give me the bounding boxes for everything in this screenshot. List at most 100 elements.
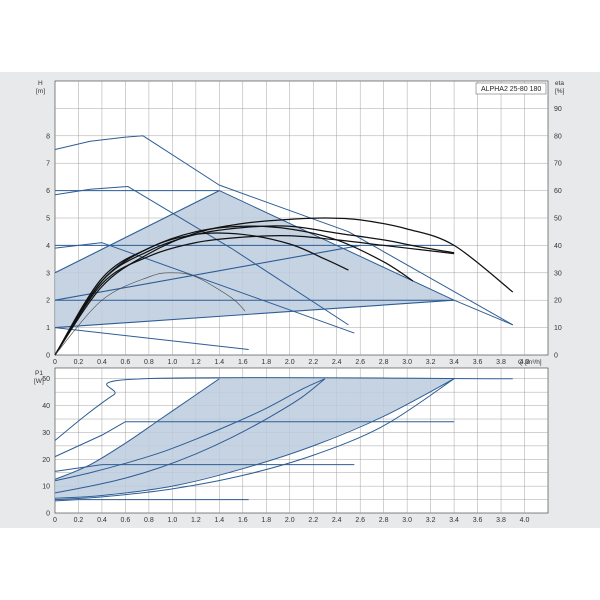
power-curve-power [54,378,455,499]
x-tick-label: 3.8 [496,359,506,366]
head-curve-eta [54,235,455,356]
head-curve-prop [54,244,361,301]
head-y2label: eta [555,80,564,87]
head-operating-region [55,190,455,328]
head-ylabel: H [38,80,43,87]
x-tick-label: 1.0 [168,517,178,524]
x-tick-label: 0.2 [74,517,84,524]
power-operating-region [55,378,455,499]
y2-tick-label: 10 [554,325,562,332]
power-series [54,377,513,502]
x-tick-label: 2.8 [379,517,389,524]
head-curve-prop [54,190,220,274]
y-tick-label: 20 [42,457,50,464]
y2-tick-label: 90 [554,106,562,113]
y2-tick-label: 40 [554,243,562,250]
x-tick-label: 2.8 [379,359,389,366]
y-tick-label: 3 [46,270,50,277]
x-tick-label: 2.6 [355,517,365,524]
x-tick-label: 3.2 [426,517,436,524]
power-curve-power [54,378,326,482]
y-tick-label: 40 [42,403,50,410]
power-yunit: [W] [34,378,44,385]
x-tick-label: 1.4 [214,517,224,524]
head-xlabel: Q [518,359,523,366]
head-curve-head [54,185,349,326]
y-tick-label: 7 [46,161,50,168]
head-curve-head [54,327,249,351]
head-curve-prop [54,299,455,329]
y-tick-label: 4 [46,243,50,250]
x-tick-label: 3.0 [402,359,412,366]
y-tick-label: 1 [46,325,50,332]
head-series [54,135,514,356]
x-tick-label: 0.6 [121,359,131,366]
title-box [475,82,547,95]
y-tick-label: 0 [46,353,50,360]
x-tick-label: 2.4 [332,359,342,366]
x-tick-label: 0.8 [144,359,154,366]
x-tick-label: 0.4 [97,359,107,366]
x-tick-label: 4.0 [520,359,530,366]
y2-tick-label: 20 [554,298,562,305]
x-tick-label: 1.0 [168,359,178,366]
x-tick-label: 0.8 [144,517,154,524]
head-curve-eta [54,225,414,356]
x-tick-label: 1.2 [191,517,201,524]
y2-tick-label: 60 [554,188,562,195]
y2-tick-label: 50 [554,216,562,223]
x-tick-label: 3.0 [402,517,412,524]
x-tick-label: 2.6 [355,359,365,366]
head-y2unit: [%] [555,88,565,95]
y-tick-label: 30 [42,430,50,437]
head-curve-head [54,242,355,334]
x-tick-label: 2.2 [308,517,318,524]
power-curve-power [54,421,455,458]
head-yunit: [m] [36,88,45,95]
x-tick-label: 3.8 [496,517,506,524]
power-curve-power [54,377,513,441]
head-curve-eta [54,232,349,356]
y2-tick-label: 80 [554,133,562,140]
x-tick-label: 3.4 [449,517,459,524]
head-xunit: [m³/h] [525,359,542,366]
y-tick-label: 8 [46,133,50,140]
y2-tick-label: 30 [554,270,562,277]
x-tick-label: 2.2 [308,359,318,366]
power-tick-labels: 0 0.2 0.4 0.6 0.8 1.0 1.2 1.4 1.6 1.8 2.0 2.2 2.4 2.6… [42,376,529,524]
head-curve-eta_thin [54,272,246,356]
power-curve-power [54,378,326,494]
y2-tick-label: 0 [554,353,558,360]
x-tick-label: 4.0 [520,517,530,524]
power-curve-power [54,499,249,502]
x-tick-label: 3.4 [449,359,459,366]
power-curve-power [54,378,455,501]
chart-title: ALPHA2 25-80 180 [481,86,541,93]
power-ylabel: P1 [35,370,43,377]
x-tick-label: 3.6 [473,517,483,524]
x-tick-label: 0 [53,517,57,524]
x-tick-label: 0.4 [97,517,107,524]
x-tick-label: 0.6 [121,517,131,524]
x-tick-label: 2.0 [285,359,295,366]
y2-tick-label: 70 [554,161,562,168]
power-curve-power [54,464,355,472]
y-tick-label: 2 [46,298,50,305]
x-tick-label: 1.8 [261,517,271,524]
power-curve-power [54,378,220,480]
x-tick-label: 2.0 [285,517,295,524]
head-tick-labels: 0 0.2 0.4 0.6 0.8 1.0 1.2 1.4 1.6 1.8 2.0 2.2 2.4 2.6… [46,106,562,366]
operating-region-fill [55,190,455,328]
x-tick-label: 0.2 [74,359,84,366]
x-tick-label: 1.6 [238,517,248,524]
x-tick-label: 2.4 [332,517,342,524]
x-tick-label: 3.6 [473,359,483,366]
x-tick-label: 0 [53,359,57,366]
y-tick-label: 50 [42,376,50,383]
x-tick-label: 1.8 [261,359,271,366]
x-tick-label: 1.6 [238,359,248,366]
y-tick-label: 0 [46,511,50,518]
head-curve-head [54,135,514,326]
x-tick-label: 1.4 [214,359,224,366]
